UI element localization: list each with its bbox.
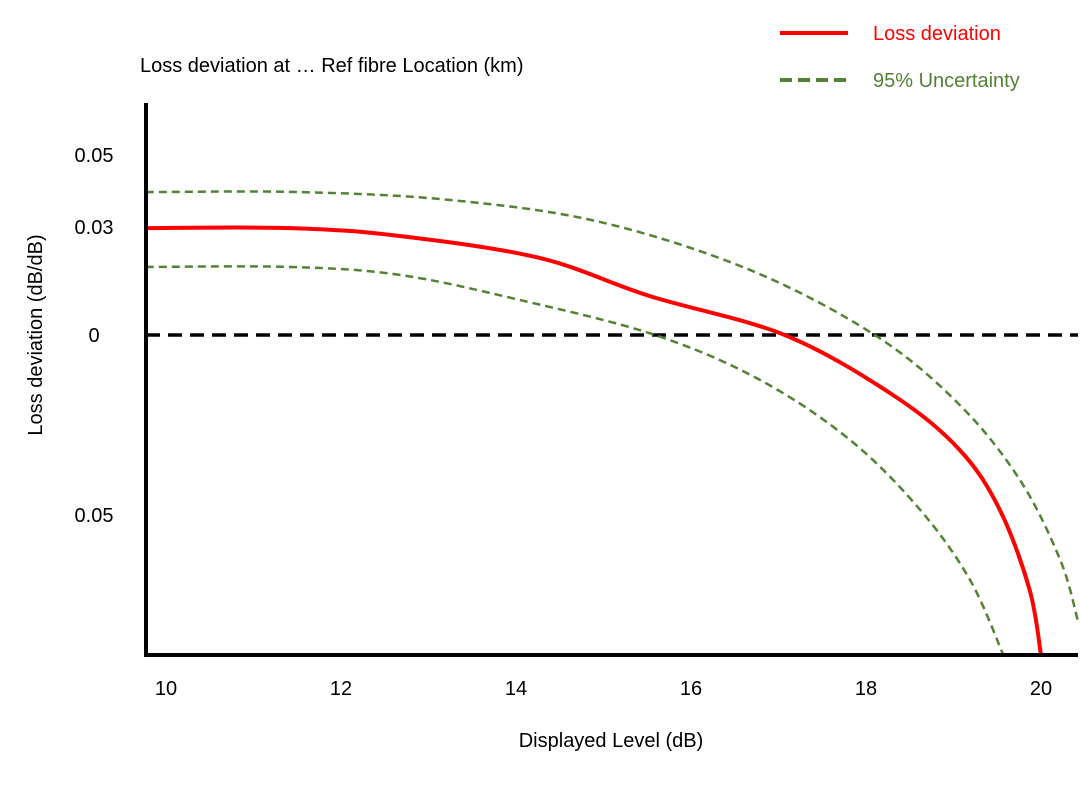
series-line-loss-deviation xyxy=(145,225,1043,656)
x-tick-label: 18 xyxy=(855,678,877,700)
x-tick-labels: 10 12 14 16 18 20 xyxy=(155,678,1052,700)
y-tick-label: 0 xyxy=(88,325,99,347)
x-tick-label: 12 xyxy=(330,678,352,700)
legend: Loss deviation 95% Uncertainty xyxy=(780,23,1020,92)
x-tick-label: 10 xyxy=(155,678,177,700)
y-tick-label: 0.05 xyxy=(75,505,114,527)
y-tick-label: 0.03 xyxy=(75,217,114,239)
x-tick-label: 14 xyxy=(505,678,527,700)
legend-label-loss-deviation: Loss deviation xyxy=(873,23,1001,45)
series-line-95-uncertainty-lower xyxy=(145,265,1005,656)
plot-area xyxy=(145,190,1079,656)
series-line-95-uncertainty xyxy=(145,190,1079,621)
x-tick-label: 20 xyxy=(1030,678,1052,700)
y-tick-label: 0.05 xyxy=(75,145,114,167)
x-axis-label: Displayed Level (dB) xyxy=(519,730,704,752)
legend-label-uncertainty: 95% Uncertainty xyxy=(873,70,1020,92)
chart-title: Loss deviation at … Ref fibre Location (… xyxy=(140,55,524,77)
y-axis-label: Loss deviation (dB/dB) xyxy=(25,234,47,435)
y-tick-labels: 0.05 0.03 0 0.05 xyxy=(75,145,114,527)
x-tick-label: 16 xyxy=(680,678,702,700)
